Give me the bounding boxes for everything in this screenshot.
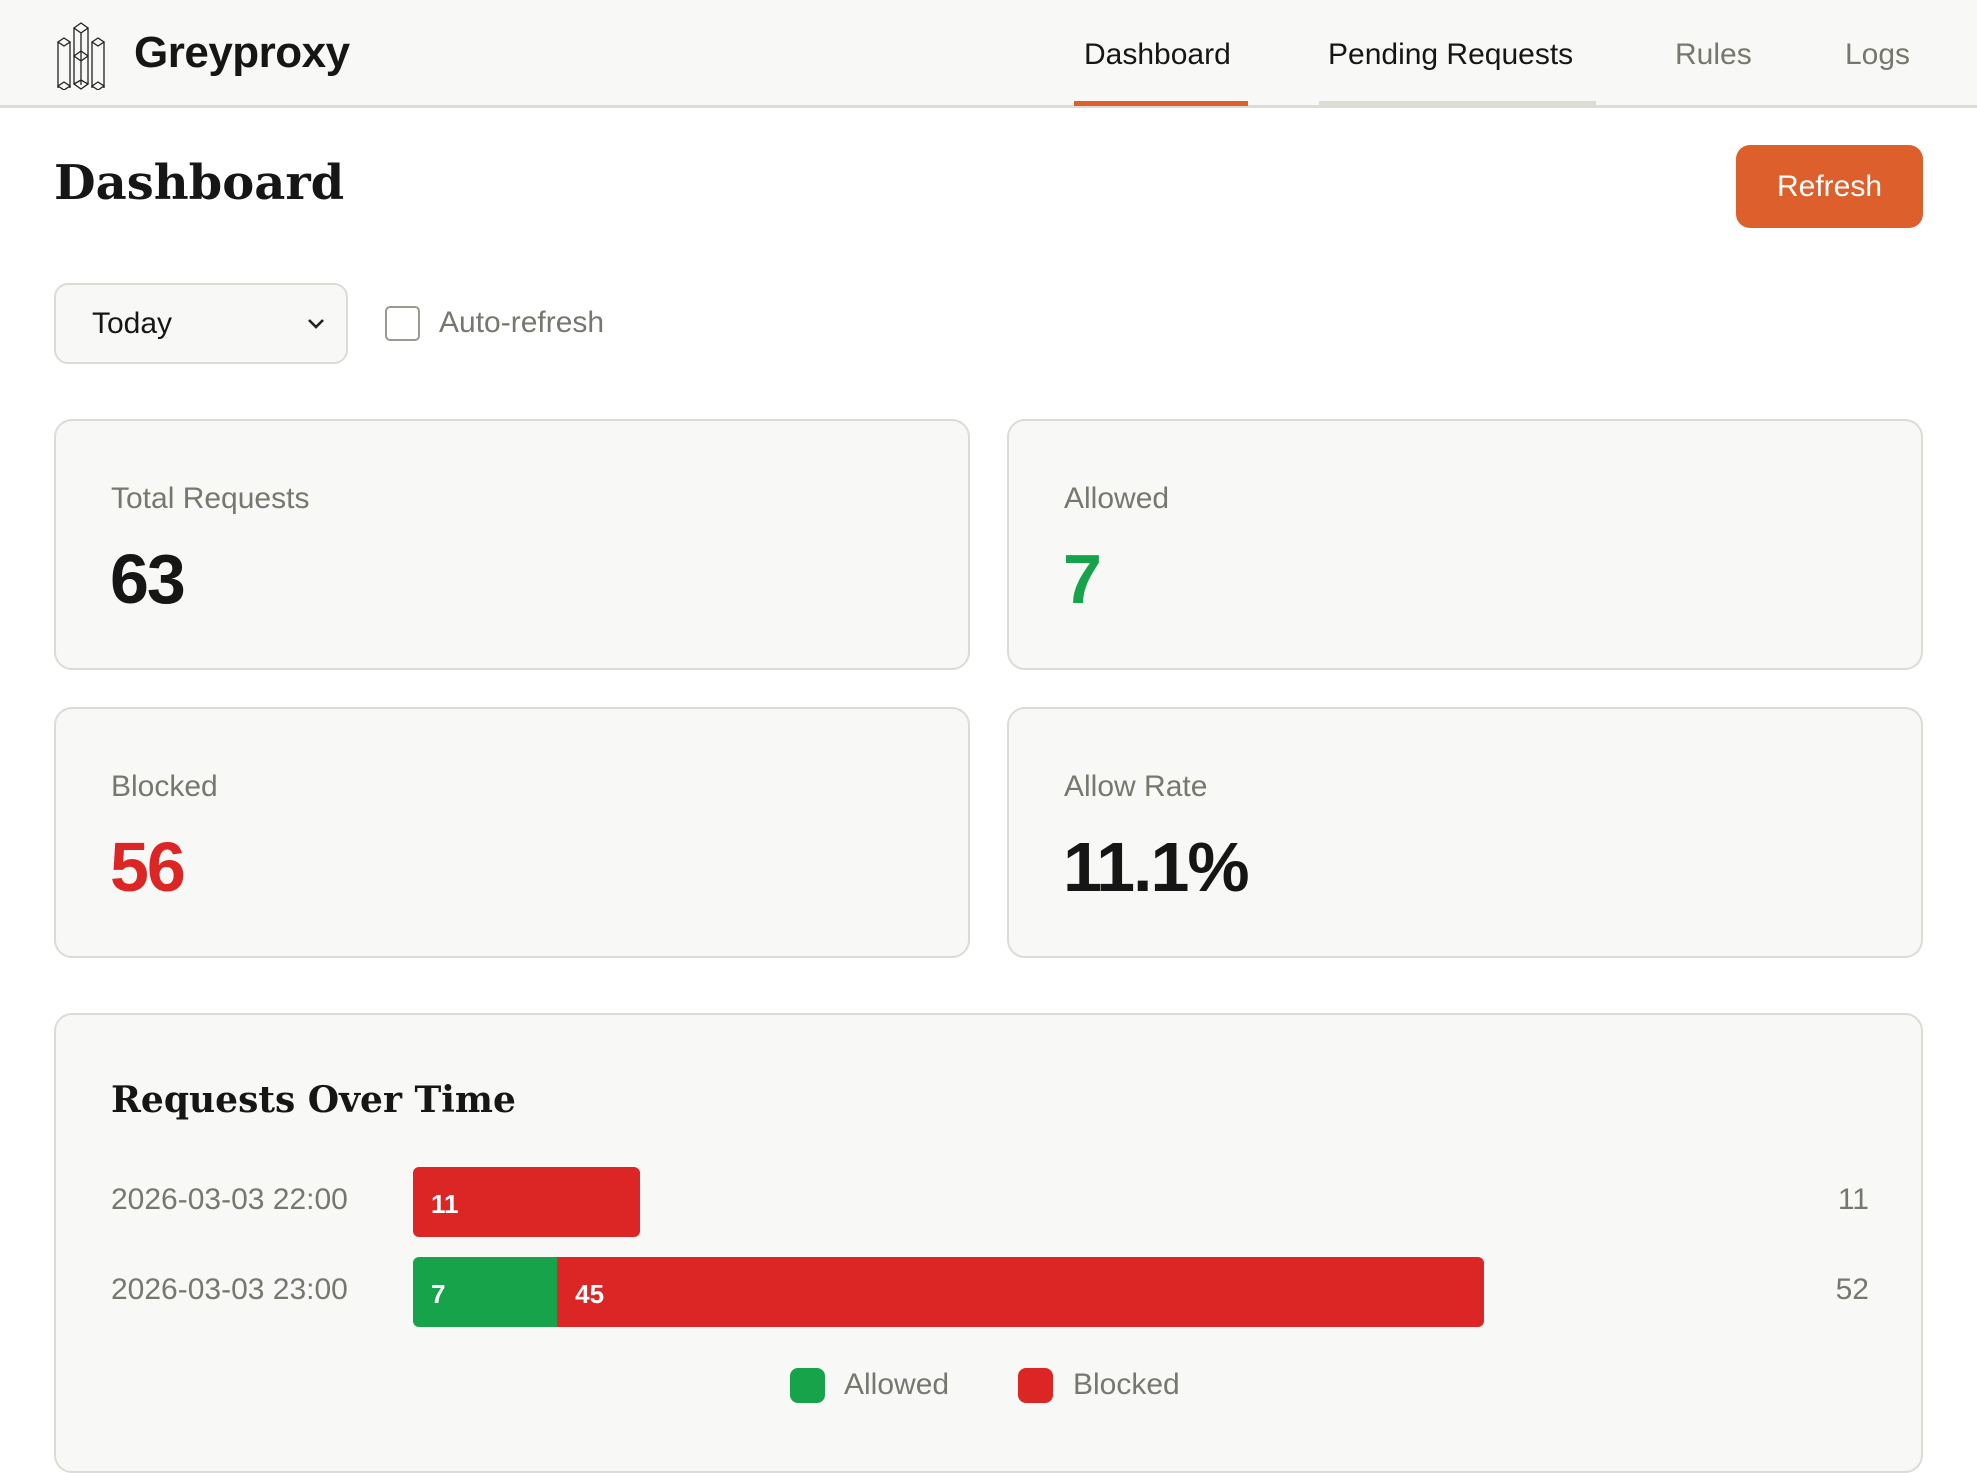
stat-value: 63 — [110, 540, 186, 618]
row-total: 52 — [1835, 1273, 1869, 1306]
row-label: 2026-03-03 23:00 — [111, 1273, 348, 1306]
bar-segment-blocked[interactable]: 45 — [557, 1257, 1484, 1327]
requests-over-time-chart: Requests Over Time Allowed Blocked 2026-… — [54, 1013, 1923, 1473]
refresh-button[interactable]: Refresh — [1736, 145, 1923, 228]
stat-card-blocked: Blocked 56 — [54, 707, 970, 958]
tab-rules[interactable]: Rules — [1675, 38, 1752, 71]
stat-value: 7 — [1063, 540, 1102, 618]
stat-card-total: Total Requests 63 — [54, 419, 970, 670]
greyproxy-logo-icon — [56, 22, 106, 90]
hover-tab-indicator — [1319, 101, 1596, 106]
chart-title: Requests Over Time — [111, 1079, 516, 1121]
legend-swatch-blocked — [1018, 1368, 1053, 1403]
stat-card-allowed: Allowed 7 — [1007, 419, 1923, 670]
tab-dashboard[interactable]: Dashboard — [1084, 38, 1231, 71]
bar-segment-blocked[interactable]: 11 — [413, 1167, 640, 1237]
stat-label: Total Requests — [111, 482, 310, 515]
app-name: Greyproxy — [134, 28, 350, 77]
tab-pending-requests[interactable]: Pending Requests — [1328, 38, 1574, 71]
auto-refresh-checkbox[interactable] — [385, 306, 420, 341]
legend-label-blocked: Blocked — [1073, 1368, 1180, 1401]
tab-logs[interactable]: Logs — [1845, 38, 1911, 71]
top-nav-bar: Greyproxy Dashboard Pending Requests Rul… — [0, 0, 1977, 108]
time-range-value: Today — [92, 307, 173, 340]
stat-label: Allow Rate — [1064, 770, 1208, 803]
bar-segment-allowed[interactable]: 7 — [413, 1257, 558, 1327]
stat-value: 11.1% — [1063, 828, 1250, 906]
page-title: Dashboard — [54, 155, 345, 211]
legend-label-allowed: Allowed — [844, 1368, 950, 1401]
stat-card-allow-rate: Allow Rate 11.1% — [1007, 707, 1923, 958]
legend-swatch-allowed — [790, 1368, 825, 1403]
stat-value: 56 — [110, 828, 186, 906]
row-label: 2026-03-03 22:00 — [111, 1183, 348, 1216]
time-range-select[interactable]: Today — [54, 283, 348, 364]
row-total: 11 — [1837, 1183, 1869, 1216]
stat-label: Allowed — [1064, 482, 1170, 515]
active-tab-indicator — [1074, 101, 1248, 106]
chevron-down-icon — [308, 319, 324, 329]
stat-label: Blocked — [111, 770, 218, 803]
auto-refresh-label[interactable]: Auto-refresh — [439, 306, 605, 339]
